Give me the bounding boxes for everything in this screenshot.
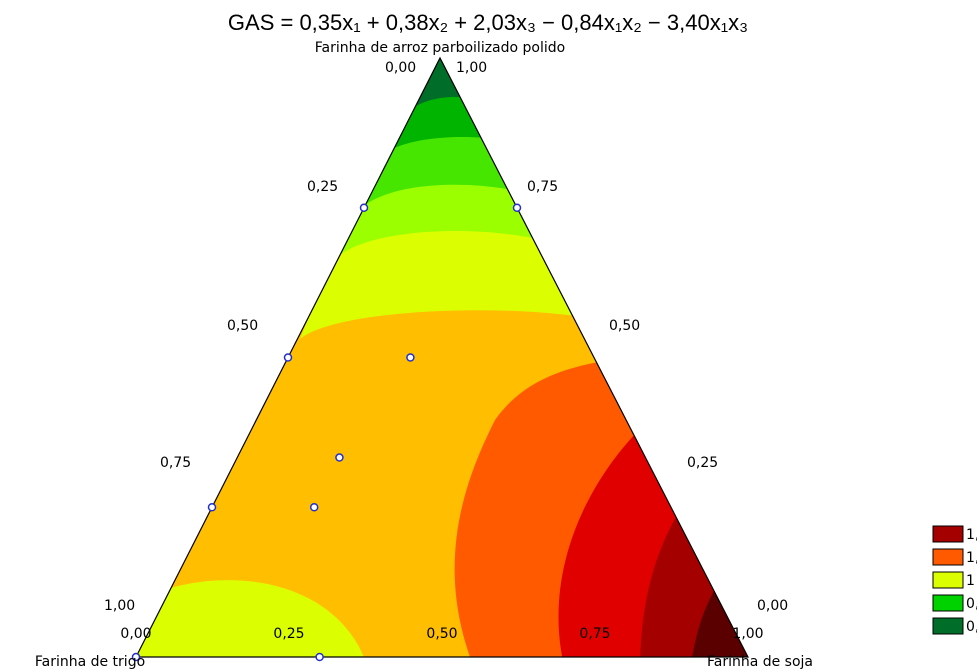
- design-point-0: [131, 652, 141, 662]
- chart-title: GAS = 0,35x₁ + 0,38x₂ + 2,03x₃ − 0,84x₁x…: [228, 10, 748, 35]
- tick-right-2: 0,50: [609, 318, 640, 334]
- legend-label-3: 0,3: [966, 596, 977, 612]
- tick-right-0: 0,00: [757, 598, 788, 614]
- tick-left-1: 0,75: [160, 455, 191, 471]
- tick-bottom-2: 0,50: [426, 626, 457, 642]
- axis-title-right: Farinha de soja: [707, 654, 813, 669]
- tick-bottom-1: 0,25: [273, 626, 304, 642]
- legend-label-1: 1,2: [966, 550, 977, 566]
- tick-right-4: 1,00: [456, 60, 487, 76]
- design-point-1: [315, 652, 324, 662]
- tick-right-3: 0,75: [527, 179, 558, 195]
- legend-swatch-0: [932, 525, 964, 543]
- tick-right-1: 0,25: [687, 455, 718, 471]
- tick-bottom-0: 0,00: [120, 626, 151, 642]
- contour-band-bottom-yellow: [136, 580, 365, 657]
- tick-left-0: 1,00: [104, 598, 135, 614]
- design-point-4: [359, 203, 369, 212]
- legend-swatch-4: [932, 617, 964, 635]
- design-point-2: [207, 503, 217, 512]
- legend-label-0: 1,7: [966, 527, 977, 543]
- design-point-8: [309, 503, 319, 512]
- legend-label-2: 1: [966, 573, 975, 589]
- design-point-3: [512, 203, 522, 212]
- axis-title-top: Farinha de arroz parboilizado polido: [315, 40, 565, 56]
- design-points: [131, 203, 522, 662]
- design-point-5: [283, 353, 293, 362]
- tick-bottom-4: 1,00: [732, 626, 763, 642]
- legend: 1,7 1,2 1 0,3 0,5: [932, 525, 977, 635]
- tick-left-4: 0,00: [385, 60, 416, 76]
- legend-swatch-1: [932, 548, 964, 566]
- legend-swatch-2: [932, 571, 964, 589]
- tick-left-3: 0,25: [307, 179, 338, 195]
- contour-plot-area: [136, 58, 748, 657]
- legend-label-4: 0,5: [966, 619, 977, 635]
- legend-swatch-3: [932, 594, 964, 612]
- design-point-6: [406, 353, 415, 362]
- tick-bottom-3: 0,75: [579, 626, 610, 642]
- axis-title-left: Farinha de trigo: [35, 654, 145, 669]
- tick-left-2: 0,50: [227, 318, 258, 334]
- design-point-7: [335, 453, 344, 462]
